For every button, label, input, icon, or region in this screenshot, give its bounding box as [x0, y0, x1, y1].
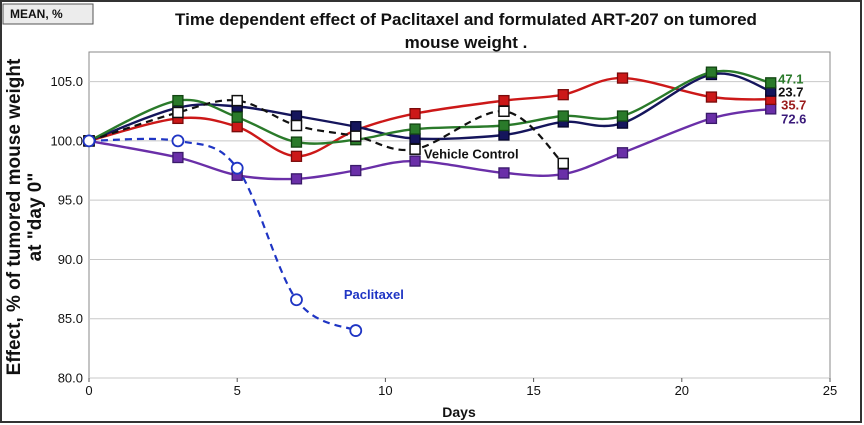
data-point-square: [290, 110, 303, 122]
y-tick-label: 85.0: [58, 311, 83, 326]
y-tick-label: 105.0: [50, 74, 83, 89]
series-end-label: 23.7: [778, 84, 803, 99]
annotations-layer: Vehicle Control Paclitaxel 47.123.735.772.…: [344, 71, 807, 302]
y-tick-label: 95.0: [58, 193, 83, 208]
x-tick-label: 5: [234, 383, 241, 398]
data-point-square: [498, 94, 510, 107]
data-point-circle: [290, 293, 303, 307]
y-axis-title: Effect, % of tumored mouse weight at "da…: [4, 58, 46, 375]
mean-badge-box: [2, 3, 94, 25]
y-axis-title-line-1: Effect, % of tumored mouse weight: [4, 58, 25, 375]
data-point-square: [172, 106, 184, 119]
data-point-square: [765, 103, 777, 115]
data-point-square: [409, 143, 421, 155]
data-point-square: [498, 129, 510, 141]
data-point-square: [557, 157, 569, 170]
data-point-circle: [349, 324, 363, 337]
data-point-square: [498, 105, 510, 118]
series-end-label: 35.7: [781, 97, 806, 112]
data-point-square: [557, 110, 569, 122]
data-point-square: [765, 77, 777, 89]
data-point-square: [231, 111, 243, 123]
series-72-6: [83, 103, 777, 185]
data-point-square: [231, 121, 243, 133]
data-point-square: [616, 110, 629, 122]
data-point-circle: [171, 134, 185, 148]
x-tick-label: 25: [823, 383, 837, 398]
data-point-square: [557, 89, 569, 101]
data-point-square: [231, 94, 243, 107]
chart-title-line-2: mouse weight .: [405, 33, 528, 52]
data-point-square: [705, 91, 718, 103]
x-tick-label: 10: [378, 383, 392, 398]
x-tick-label: 0: [85, 383, 92, 398]
data-point-square: [616, 72, 629, 84]
data-point-circle: [230, 161, 244, 175]
x-tick-label: 15: [526, 383, 540, 398]
y-axis-title-line-2: at "day 0": [25, 173, 46, 262]
series-end-label: 72.6: [781, 112, 806, 127]
data-point-square: [409, 107, 421, 120]
data-point-square: [409, 123, 421, 135]
data-point-square: [557, 168, 569, 180]
series-paclitaxel: [82, 134, 363, 337]
series-47-1: [83, 66, 777, 148]
data-point-square: [616, 147, 629, 159]
gridlines: [89, 81, 830, 379]
x-tick-label: 20: [675, 383, 689, 398]
data-point-square: [409, 155, 421, 167]
data-point-square: [172, 151, 184, 164]
data-point-square: [409, 132, 421, 145]
data-point-square: [350, 164, 362, 177]
chart-title-line-1: Time dependent effect of Paclitaxel and …: [175, 10, 757, 29]
axis-ticks: 80.0 85.0 90.0 95.0 100.0 105.0 0 5 10 15 20 25: [50, 74, 837, 398]
data-point-square: [290, 119, 303, 132]
data-point-square: [350, 121, 362, 133]
x-axis-title: Days: [442, 404, 476, 420]
data-point-square: [350, 130, 362, 142]
data-point-square: [290, 136, 303, 148]
data-point-square: [705, 112, 718, 125]
mean-badge: MEAN, %: [2, 3, 94, 25]
series-annotation: Paclitaxel: [344, 287, 404, 302]
data-point-square: [172, 94, 184, 107]
series-line-23-7: [88, 72, 772, 143]
data-point-square: [290, 150, 303, 162]
y-tick-label: 100.0: [50, 133, 83, 148]
data-point-circle: [82, 134, 96, 148]
y-tick-label: 90.0: [58, 252, 83, 267]
data-point-square: [498, 167, 510, 179]
mean-badge-label: MEAN, %: [10, 7, 63, 21]
data-point-square: [290, 173, 303, 185]
series-end-label: 47.1: [778, 71, 803, 86]
data-point-square: [498, 119, 510, 132]
series-annotation: Vehicle Control: [424, 147, 519, 162]
y-tick-label: 80.0: [58, 371, 83, 386]
series-layer: [82, 66, 777, 337]
data-point-square: [705, 66, 718, 78]
